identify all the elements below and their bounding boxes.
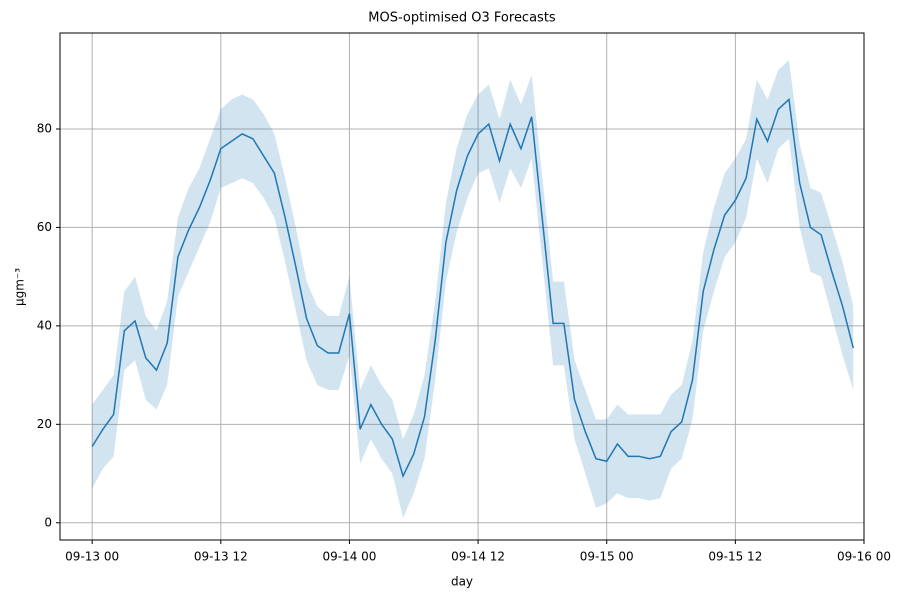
x-tick-label: 09-14 00 xyxy=(322,550,376,564)
y-tick-label: 20 xyxy=(37,417,52,431)
y-tick-label: 40 xyxy=(37,318,52,332)
x-tick-label: 09-15 12 xyxy=(708,550,762,564)
chart-title: MOS-optimised O3 Forecasts xyxy=(368,11,556,26)
x-axis-label: day xyxy=(451,575,473,589)
y-axis-label: µgm⁻³ xyxy=(13,268,27,306)
forecast-line xyxy=(91,97,855,479)
y-tick-label: 60 xyxy=(37,220,52,234)
x-tick-label: 09-13 12 xyxy=(194,550,248,564)
y-tick-label: 80 xyxy=(37,121,52,135)
x-tick-label: 09-14 12 xyxy=(451,550,505,564)
plot-frame xyxy=(59,32,865,541)
x-tick-label: 09-13 00 xyxy=(65,550,119,564)
y-tick-label: 0 xyxy=(44,515,52,529)
x-tick-label: 09-15 00 xyxy=(580,550,634,564)
x-tick-label: 09-16 00 xyxy=(837,550,891,564)
confidence-band xyxy=(92,60,854,518)
